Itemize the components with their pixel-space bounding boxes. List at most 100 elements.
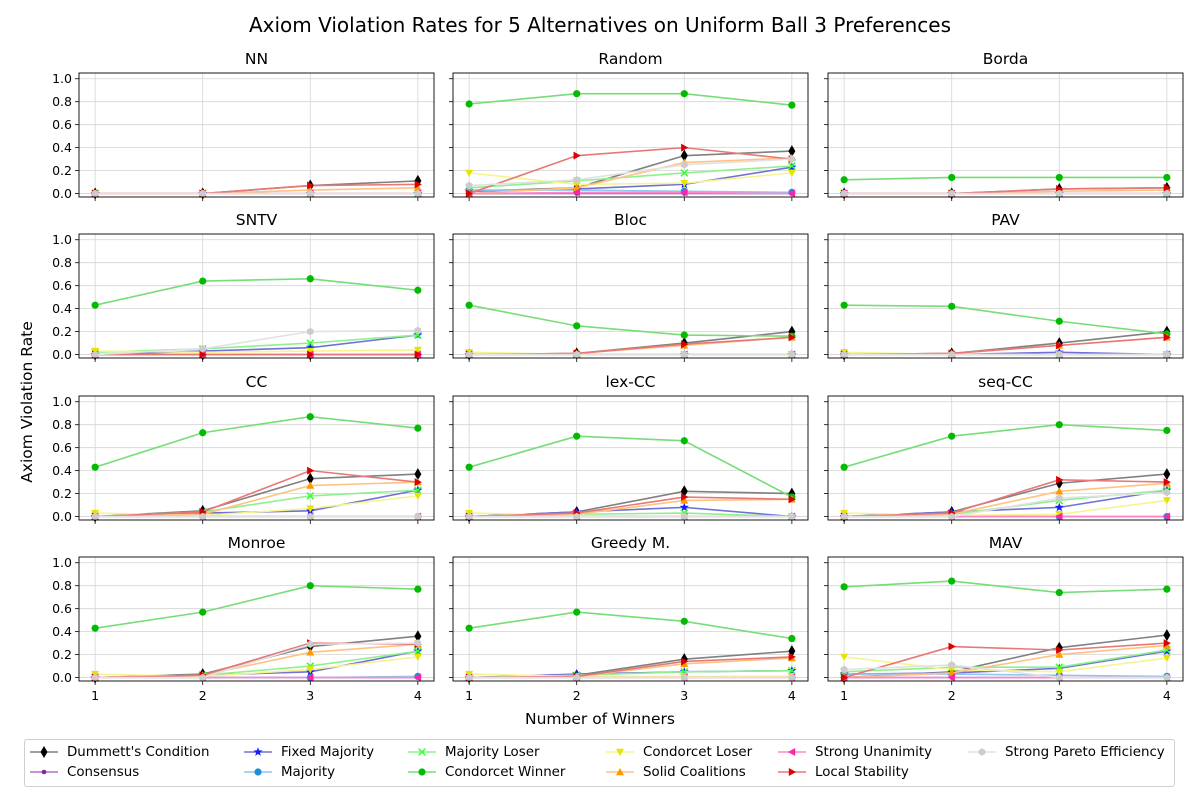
- y-tick-label: 0.2: [52, 324, 72, 339]
- data-point: [1056, 341, 1064, 350]
- y-tick-label: 0.8: [52, 417, 72, 432]
- data-point: [573, 175, 580, 184]
- x-tick-label: 1: [465, 688, 473, 703]
- data-point: [948, 661, 955, 669]
- x-tick-label: 2: [948, 688, 956, 703]
- x-tick-label: 3: [306, 688, 314, 703]
- x-tick-label: 1: [91, 688, 99, 703]
- panel-title: Monroe: [228, 534, 286, 552]
- panel-title: SNTV: [236, 211, 278, 229]
- series-line: [469, 157, 792, 195]
- y-tick-label: 1.0: [52, 394, 72, 409]
- panel-title: Random: [598, 50, 662, 68]
- legend-item-fixed-majority: Fixed Majority: [243, 742, 374, 762]
- data-point: [680, 168, 689, 177]
- series-condorcet-winner: [840, 421, 1171, 471]
- series-line: [95, 334, 418, 354]
- data-point: [465, 301, 473, 309]
- data-point: [199, 608, 207, 616]
- series-line: [95, 334, 418, 356]
- data-point: [465, 189, 474, 198]
- data-point: [1055, 668, 1064, 676]
- data-point: [1056, 646, 1064, 654]
- y-tick-label: 0.6: [52, 601, 72, 616]
- series-line: [469, 611, 792, 640]
- data-point: [948, 642, 956, 651]
- legend-swatch: [778, 748, 806, 756]
- y-tick-label: 0.0: [52, 186, 72, 201]
- panel-title: PAV: [991, 211, 1020, 229]
- data-point: [1163, 639, 1171, 648]
- data-point: [465, 100, 473, 108]
- legend-swatch: [968, 748, 996, 756]
- legend-item-condorcet-winner: Condorcet Winner: [407, 762, 565, 782]
- data-point: [681, 493, 689, 502]
- x-tick-label: 4: [414, 688, 422, 703]
- series-line: [844, 673, 1167, 678]
- series-condorcet-winner: [840, 173, 1171, 184]
- legend-item-majority: Majority: [243, 762, 335, 782]
- series-line: [844, 649, 1167, 673]
- legend-swatch: [30, 746, 58, 758]
- x-tick-label: 4: [1163, 688, 1171, 703]
- series-line: [844, 479, 1167, 518]
- panel-borda: Borda: [824, 50, 1184, 201]
- x-tick-label: 3: [680, 688, 688, 703]
- legend-item-condorcet-loser: Condorcet Loser: [605, 742, 752, 762]
- data-point: [199, 189, 206, 198]
- axes-frame: [827, 72, 1184, 198]
- series-line: [468, 304, 792, 337]
- data-point: [307, 350, 315, 359]
- data-point: [91, 350, 99, 359]
- series-strong-pareto-efficiency: [840, 350, 1171, 359]
- panel-title: Borda: [983, 50, 1029, 68]
- data-point: [465, 181, 473, 190]
- panel-sntv: SNTV 0.0 0.2 0.4 0.6 0.8 1.0: [52, 211, 435, 362]
- x-tick-label: 2: [573, 688, 581, 703]
- panel-bloc: Bloc: [449, 211, 809, 362]
- data-point: [840, 189, 848, 198]
- legend-item-solid-coalitions: Solid Coalitions: [605, 762, 746, 782]
- data-point: [413, 647, 422, 656]
- series-line: [95, 656, 418, 678]
- data-point: [465, 169, 474, 177]
- series-strong-pareto-efficiency: [91, 639, 422, 682]
- data-point: [306, 673, 314, 682]
- y-tick-label: 1.0: [52, 555, 72, 570]
- data-point: [1056, 350, 1063, 359]
- data-point: [573, 151, 581, 160]
- data-point: [948, 512, 955, 521]
- data-point: [1056, 189, 1063, 198]
- data-point: [199, 429, 207, 437]
- data-point: [573, 350, 580, 359]
- series-condorcet-winner: [91, 413, 422, 471]
- plot-area: [453, 234, 808, 358]
- plot-area: [79, 396, 434, 520]
- data-point: [679, 502, 689, 512]
- panel-lex-cc: lex-CC: [449, 373, 809, 524]
- data-point: [465, 624, 473, 632]
- legend-marker: [978, 748, 986, 756]
- legend-label: Condorcet Loser: [643, 744, 753, 760]
- legend-item-strong-unanimity: Strong Unanimity: [777, 742, 932, 762]
- legend-marker: [254, 768, 262, 776]
- data-point: [413, 183, 422, 192]
- y-tick-label: 0.4: [52, 624, 72, 639]
- y-tick-label: 0.0: [52, 509, 72, 524]
- axes-frame: [78, 556, 435, 682]
- data-point: [840, 463, 848, 471]
- data-point: [948, 432, 956, 440]
- legend-marker: [41, 769, 47, 775]
- series-line: [844, 304, 1167, 335]
- data-point: [91, 673, 99, 682]
- data-point: [1055, 650, 1064, 658]
- data-point: [948, 577, 956, 585]
- legend-label: Majority: [281, 764, 336, 780]
- data-point: [680, 496, 689, 504]
- y-tick-label: 0.4: [52, 301, 72, 316]
- data-point: [1055, 317, 1063, 325]
- data-point: [681, 340, 689, 349]
- legend-label: Strong Pareto Efficiency: [1005, 744, 1165, 760]
- data-point: [414, 180, 422, 189]
- data-point: [1056, 494, 1063, 502]
